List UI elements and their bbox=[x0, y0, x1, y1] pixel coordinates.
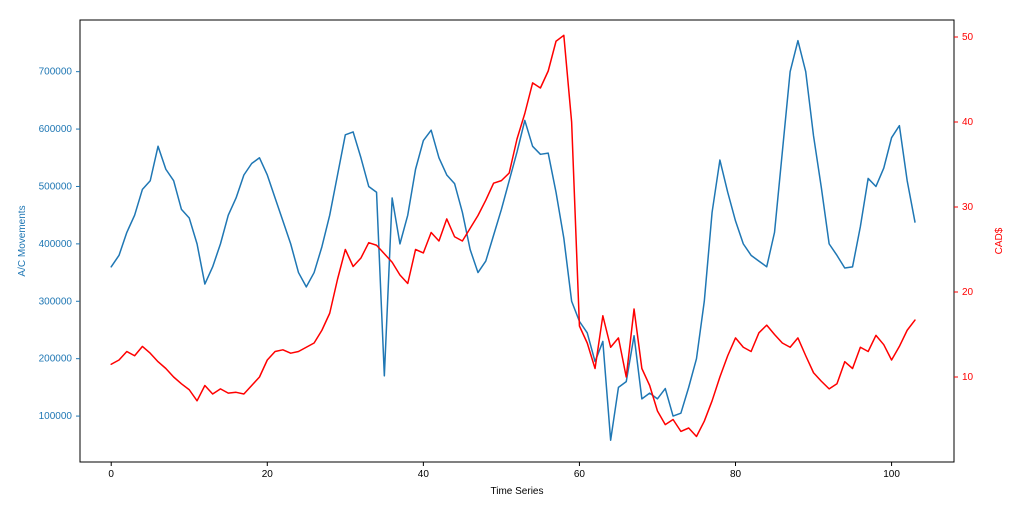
y-left-tick-label: 600000 bbox=[39, 124, 73, 135]
y-left-tick-label: 400000 bbox=[39, 239, 73, 250]
y-left-tick-label: 300000 bbox=[39, 296, 73, 307]
chart-bg bbox=[0, 0, 1024, 512]
y-right-tick-label: 40 bbox=[962, 117, 974, 128]
chart-svg: 0 20 40 60 80 100 Time Series 100000 200000 30000… bbox=[0, 0, 1024, 512]
y-right-tick-label: 50 bbox=[962, 32, 974, 43]
x-tick-label: 60 bbox=[574, 469, 586, 480]
dual-axis-line-chart: 0 20 40 60 80 100 Time Series 100000 200000 30000… bbox=[0, 0, 1024, 512]
x-tick-label: 0 bbox=[108, 469, 114, 480]
y-left-tick-label: 700000 bbox=[39, 67, 73, 78]
y-right-tick-label: 10 bbox=[962, 372, 974, 383]
x-tick-label: 100 bbox=[883, 469, 900, 480]
y-right-tick-label: 20 bbox=[962, 287, 974, 298]
y-left-tick-label: 500000 bbox=[39, 181, 73, 192]
y-left-tick-label: 100000 bbox=[39, 411, 73, 422]
x-axis-label: Time Series bbox=[491, 486, 544, 497]
y-right-tick-label: 30 bbox=[962, 202, 974, 213]
y-left-tick-label: 200000 bbox=[39, 354, 73, 365]
x-tick-label: 20 bbox=[262, 469, 274, 480]
y-right-axis-label: CAD$ bbox=[994, 227, 1005, 254]
y-left-axis-label: A/C Movements bbox=[17, 205, 28, 276]
x-tick-label: 80 bbox=[730, 469, 742, 480]
x-tick-label: 40 bbox=[418, 469, 430, 480]
